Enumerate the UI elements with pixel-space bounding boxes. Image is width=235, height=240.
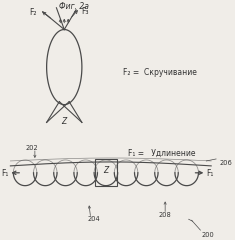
Text: F₁ =   Удлинение: F₁ = Удлинение <box>128 149 196 158</box>
Text: 206: 206 <box>220 160 233 166</box>
Text: 202: 202 <box>26 145 38 151</box>
Text: F₂ =  Скручивание: F₂ = Скручивание <box>123 67 197 77</box>
Text: 200: 200 <box>201 232 214 238</box>
Text: Фиг. 2а: Фиг. 2а <box>59 2 89 11</box>
Text: F₂: F₂ <box>29 8 37 17</box>
Text: 204: 204 <box>87 216 100 222</box>
Text: 208: 208 <box>159 212 172 218</box>
Text: F₁: F₁ <box>1 169 8 178</box>
Text: F₃: F₃ <box>81 7 88 16</box>
Text: Z: Z <box>103 166 109 175</box>
Text: F₁: F₁ <box>207 169 214 178</box>
Bar <box>95 159 117 186</box>
Text: Z: Z <box>62 117 67 126</box>
